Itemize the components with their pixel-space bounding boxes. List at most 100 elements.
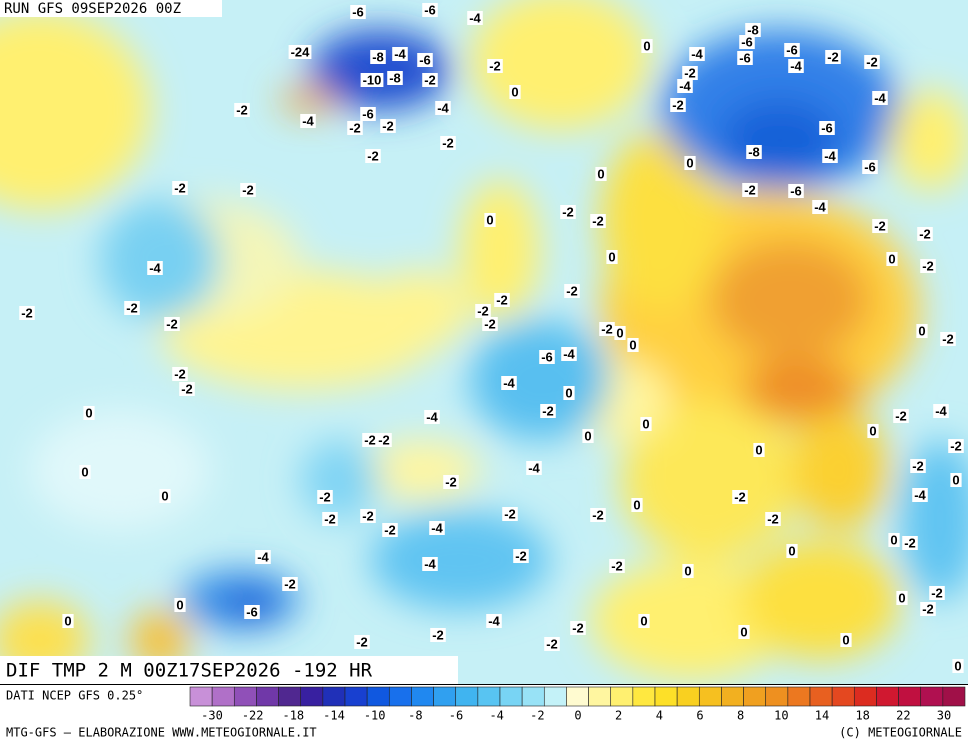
label-bg [429, 521, 445, 535]
contour-label: -2 [895, 408, 907, 423]
colorbar-label: 30 [937, 709, 951, 723]
colorbar-label: 8 [737, 709, 744, 723]
label-bg [570, 621, 586, 635]
label-bg [920, 259, 936, 273]
contour-label: -2 [919, 226, 931, 241]
label-bg [288, 45, 312, 59]
contour-label: -2 [767, 511, 779, 526]
contour-label: -24 [291, 44, 311, 59]
contour-label: -2 [866, 54, 878, 69]
label-bg [872, 91, 888, 105]
contour-label: -2 [242, 182, 254, 197]
colorbar-label: 14 [815, 709, 829, 723]
contour-label: -2 [432, 627, 444, 642]
label-bg [582, 429, 594, 443]
label-bg [382, 523, 398, 537]
contour-label: 0 [161, 488, 168, 503]
contour-label: 0 [952, 472, 959, 487]
label-bg [684, 156, 696, 170]
contour-label: -10 [363, 72, 382, 87]
colorbar-swatch [942, 686, 966, 707]
label-bg [940, 332, 956, 346]
contour-label: 0 [64, 613, 71, 628]
label-bg [840, 633, 852, 647]
colorbar-swatch [499, 686, 523, 707]
label-bg [255, 550, 271, 564]
label-bg [79, 465, 91, 479]
colorbar-swatch [211, 686, 235, 707]
contour-label: 0 [869, 423, 876, 438]
label-bg [494, 293, 510, 307]
contour-label: -4 [935, 403, 947, 418]
contour-label: -2 [562, 204, 574, 219]
label-bg [614, 326, 626, 340]
label-bg [902, 536, 918, 550]
label-bg [640, 417, 652, 431]
label-bg [812, 200, 828, 214]
contour-label: 0 [890, 532, 897, 547]
label-bg [609, 559, 625, 573]
label-bg [544, 637, 560, 651]
contour-label: -2 [126, 300, 138, 315]
colorbar-swatch [898, 686, 922, 707]
label-bg [300, 114, 316, 128]
label-bg [638, 614, 650, 628]
contour-label: -2 [496, 292, 508, 307]
label-bg [563, 386, 575, 400]
label-bg [606, 250, 618, 264]
label-bg [430, 628, 446, 642]
label-bg [746, 145, 762, 159]
contour-label: -2 [542, 403, 554, 418]
contour-label: 0 [740, 624, 747, 639]
contour-label: -2 [174, 180, 186, 195]
contour-label: -2 [21, 305, 33, 320]
colorbar-swatch [853, 686, 877, 707]
contour-label: -6 [352, 4, 364, 19]
contour-label: 0 [565, 385, 572, 400]
contour-label: -2 [611, 558, 623, 573]
contour-label: -4 [528, 460, 540, 475]
label-bg [360, 509, 376, 523]
colorbar-swatch [411, 686, 434, 707]
contour-label: -2 [515, 548, 527, 563]
contour-label: -4 [469, 10, 481, 25]
contour-label: -4 [437, 100, 449, 115]
contour-label: -4 [874, 90, 886, 105]
contour-label: -2 [445, 474, 457, 489]
colorbar-swatch [566, 686, 589, 707]
contour-label: -2 [827, 49, 839, 64]
label-bg [387, 71, 403, 85]
contour-label: -2 [922, 258, 934, 273]
contour-label: 0 [755, 442, 762, 457]
contour-label: -4 [503, 375, 515, 390]
colorbar-swatch [278, 686, 302, 707]
label-bg [738, 625, 750, 639]
label-bg [424, 410, 440, 424]
contour-label: -2 [572, 620, 584, 635]
label-bg [422, 73, 438, 87]
map-title: DIF TMP 2 M 00Z17SEP2026 -192 HR [6, 660, 373, 682]
colorbar-swatch [477, 686, 501, 707]
contour-label: 0 [176, 597, 183, 612]
colorbar-swatch [521, 686, 545, 707]
label-bg [234, 103, 250, 117]
contour-label: -4 [426, 409, 438, 424]
label-bg [83, 406, 95, 420]
label-bg [670, 98, 686, 112]
contour-label: -2 [950, 438, 962, 453]
contour-label: -2 [546, 636, 558, 651]
label-bg [440, 136, 456, 150]
colorbar-label: 18 [855, 709, 869, 723]
label-bg [888, 533, 900, 547]
label-bg [739, 35, 755, 49]
contour-label: -2 [362, 508, 374, 523]
colorbar-swatch [920, 686, 944, 707]
label-bg [322, 512, 338, 526]
contour-label: -2 [384, 522, 396, 537]
contour-label: -2 [931, 585, 943, 600]
label-bg [360, 107, 376, 121]
contour-label: 0 [597, 166, 604, 181]
label-bg [317, 490, 333, 504]
contour-label: -8 [372, 49, 384, 64]
